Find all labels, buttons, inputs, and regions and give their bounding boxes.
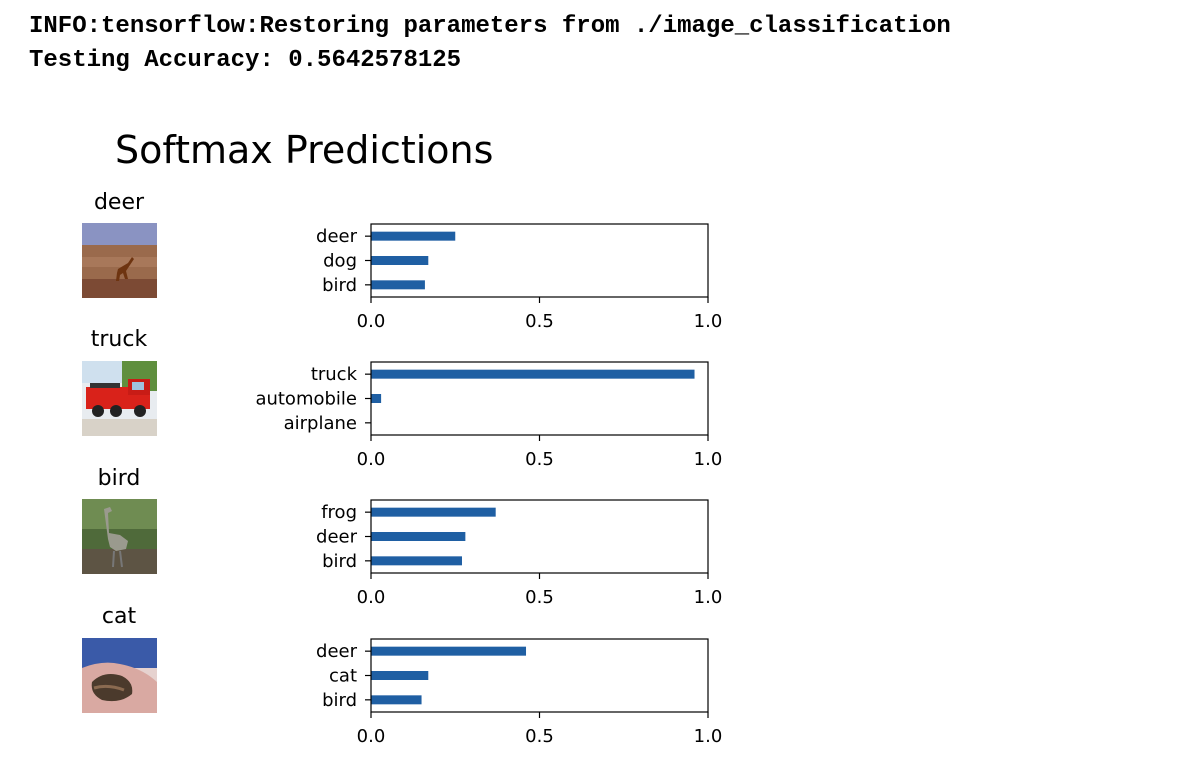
x-tick-label: 0.5 (525, 587, 554, 608)
y-tick-label-truck: truck (311, 364, 358, 385)
bar-bird (371, 280, 425, 290)
y-tick-label-deer: deer (316, 527, 358, 548)
x-tick-label: 0.0 (357, 726, 386, 747)
y-tick-label-bird: bird (322, 275, 357, 296)
deer-photo (82, 223, 157, 298)
log-line-accuracy: Testing Accuracy: 0.5642578125 (29, 47, 462, 74)
x-tick-label: 0.5 (525, 449, 554, 470)
sample-label-bird: bird (97, 466, 141, 491)
sample-label-cat: cat (101, 604, 137, 629)
sample-label-deer: deer (93, 190, 145, 215)
sample-label-truck: truck (90, 327, 148, 352)
x-tick-label: 0.5 (525, 311, 554, 332)
x-tick-label: 0.0 (357, 449, 386, 470)
bar-truck (371, 369, 695, 379)
bar-automobile (371, 394, 382, 403)
y-tick-label-bird: bird (322, 690, 357, 711)
x-tick-label: 1.0 (694, 311, 723, 332)
x-tick-label: 0.5 (525, 726, 554, 747)
bird-photo (82, 499, 157, 574)
x-tick-label: 1.0 (694, 726, 723, 747)
y-tick-label-frog: frog (321, 502, 357, 523)
cat-photo (82, 638, 157, 713)
y-tick-label-airplane: airplane (284, 413, 357, 434)
bar-bird (371, 556, 462, 566)
bar-bird (371, 695, 422, 705)
x-tick-label: 0.0 (357, 587, 386, 608)
bar-deer (371, 532, 466, 541)
x-tick-label: 1.0 (694, 587, 723, 608)
y-tick-label-cat: cat (329, 666, 357, 687)
bar-cat (371, 671, 429, 680)
console-output: INFO:tensorflow:Restoring parameters fro… (29, 10, 951, 78)
y-tick-label-dog: dog (323, 251, 357, 272)
log-line-restoring: INFO:tensorflow:Restoring parameters fro… (29, 13, 951, 40)
truck-photo (82, 361, 157, 436)
x-tick-label: 1.0 (694, 449, 723, 470)
bar-deer (371, 231, 456, 241)
y-tick-label-deer: deer (316, 226, 358, 247)
y-tick-label-bird: bird (322, 551, 357, 572)
bar-frog (371, 507, 496, 517)
bar-deer (371, 646, 527, 656)
y-tick-label-deer: deer (316, 641, 358, 662)
x-tick-label: 0.0 (357, 311, 386, 332)
figure-title: Softmax Predictions (115, 128, 494, 172)
bar-dog (371, 256, 429, 265)
y-tick-label-automobile: automobile (255, 389, 357, 410)
